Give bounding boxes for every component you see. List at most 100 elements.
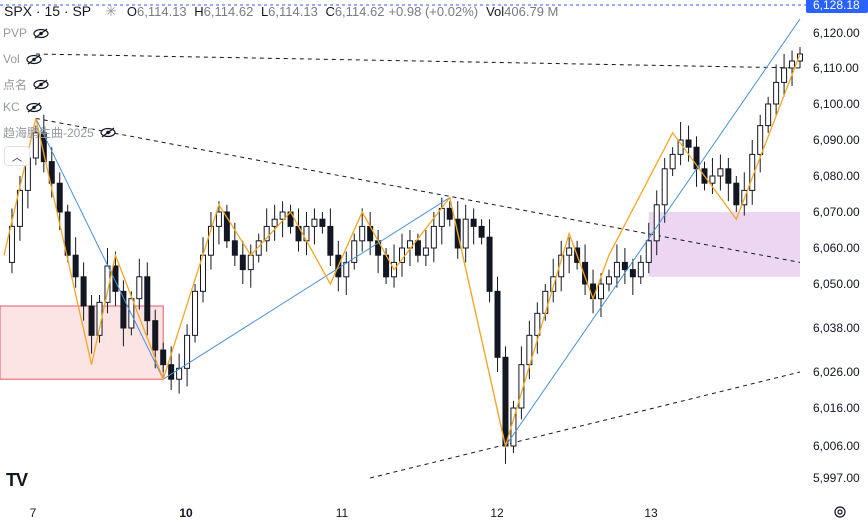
x-tick-label: 13 xyxy=(644,506,658,520)
candle-body xyxy=(279,211,286,220)
candle-body xyxy=(621,261,628,271)
high-value: 6,114.62 xyxy=(203,3,254,19)
y-tick-label: 6,110.00 xyxy=(813,61,859,75)
y-tick-label: 6,120.00 xyxy=(813,26,860,40)
candle-body xyxy=(192,290,199,336)
candle-body xyxy=(160,349,167,366)
y-tick-label: 6,080.00 xyxy=(813,169,860,183)
candle-body xyxy=(709,175,716,184)
close-value: 6,114.62 xyxy=(334,3,385,19)
candle-body xyxy=(470,218,477,227)
candle-body xyxy=(430,225,437,249)
candle-body xyxy=(605,276,612,285)
candle-body xyxy=(152,320,159,351)
candle-body xyxy=(48,161,55,184)
candle-body xyxy=(789,60,796,69)
candle-body xyxy=(598,283,604,300)
vol-value: 406.79 M xyxy=(504,3,559,19)
candle-body xyxy=(725,168,732,184)
candle-body xyxy=(239,254,246,271)
eye-off-icon[interactable] xyxy=(100,127,116,138)
candle-body xyxy=(40,132,47,163)
eye-off-icon[interactable] xyxy=(26,102,42,113)
snowflake-icon[interactable]: ✳ xyxy=(105,2,117,19)
y-tick-label: 6,016.00 xyxy=(813,401,860,415)
indicator-label: 趋海鹏生曲-2025 xyxy=(3,126,94,140)
candle-body xyxy=(446,207,453,220)
last-price-tag xyxy=(806,0,868,13)
eye-off-icon[interactable] xyxy=(33,28,49,39)
y-tick-label: 5,997.00 xyxy=(813,471,860,485)
y-tick-label: 6,050.00 xyxy=(813,277,860,291)
candle-body xyxy=(582,261,589,285)
candle-body xyxy=(223,211,230,242)
y-tick-label: 6,038.00 xyxy=(813,321,860,335)
candle-body xyxy=(56,182,63,213)
candle-body xyxy=(184,334,191,369)
symbol-legend: SPX · 15 · SP ✳ O6,114.13 H6,114.62 L6,1… xyxy=(4,2,558,20)
zigzag-line-orange xyxy=(3,53,801,449)
dashed-trendline-0 xyxy=(35,53,801,69)
tradingview-logo[interactable]: TV xyxy=(6,470,28,491)
candle-body xyxy=(590,283,597,300)
collapse-legend-button[interactable]: ︿ xyxy=(4,146,30,166)
x-tick-label: 12 xyxy=(490,506,504,520)
candle-body xyxy=(247,254,254,271)
candle-body xyxy=(351,240,358,263)
vol-label: Vol xyxy=(486,3,505,19)
indicator-dianming[interactable]: 点名 xyxy=(3,76,49,93)
y-tick-label: 6,100.00 xyxy=(813,97,860,111)
candle-body xyxy=(765,103,772,127)
candle-body xyxy=(215,211,222,227)
candle-body xyxy=(637,261,644,278)
candle-body xyxy=(494,290,501,358)
y-tick-label: 6,070.00 xyxy=(813,205,860,219)
candle-body xyxy=(669,153,676,170)
candle-body xyxy=(478,225,485,238)
candle-body xyxy=(773,81,780,105)
volume-legend: Vol406.79 M xyxy=(486,4,558,19)
eye-off-icon[interactable] xyxy=(26,54,42,65)
candle-body xyxy=(80,276,87,307)
ohlc-values: O6,114.13 H6,114.62 L6,114.13 C6,114.62 xyxy=(127,4,389,19)
y-tick-label: 6,026.00 xyxy=(813,365,860,379)
candle-body xyxy=(462,218,469,249)
indicator-kc[interactable]: KC xyxy=(3,100,42,114)
low-value: 6,114.13 xyxy=(268,3,318,19)
candle-body xyxy=(207,225,214,256)
indicator-vol[interactable]: Vol xyxy=(3,52,42,66)
candle-body xyxy=(319,218,326,227)
eye-off-icon[interactable] xyxy=(33,79,49,90)
open-value: 6,114.13 xyxy=(137,3,187,19)
gear-icon[interactable] xyxy=(833,505,847,519)
candle-body xyxy=(414,240,421,256)
candle-body xyxy=(486,236,493,292)
candle-body xyxy=(176,367,183,380)
indicator-pvp[interactable]: PVP xyxy=(3,26,49,40)
indicator-label: 点名 xyxy=(3,78,28,92)
candle-body xyxy=(502,356,509,447)
candle-body xyxy=(112,265,119,292)
high-label: H xyxy=(194,3,204,19)
demand-zone-purple xyxy=(648,212,800,277)
candle-body xyxy=(757,125,764,155)
symbol-title[interactable]: SPX · 15 · SP xyxy=(4,3,92,19)
candle-body xyxy=(653,204,660,242)
indicator-custom-2025[interactable]: 趋海鹏生曲-2025 xyxy=(3,124,116,141)
candle-body xyxy=(343,261,350,278)
change-value: +0.98 (+0.02%) xyxy=(388,3,479,19)
x-tick-label: 10 xyxy=(179,506,193,520)
candle-body xyxy=(231,240,238,256)
x-tick-label: 11 xyxy=(336,506,349,520)
candle-body xyxy=(72,254,79,278)
y-tick-label: 6,006.00 xyxy=(813,439,860,453)
dashed-trendline-2 xyxy=(370,371,801,479)
y-tick-label: 6,060.00 xyxy=(813,241,860,255)
candle-body xyxy=(271,218,278,227)
candle-body xyxy=(8,225,15,263)
candle-body xyxy=(136,276,143,300)
y-tick-label: 6,090.00 xyxy=(813,133,860,147)
candle-body xyxy=(550,276,557,292)
